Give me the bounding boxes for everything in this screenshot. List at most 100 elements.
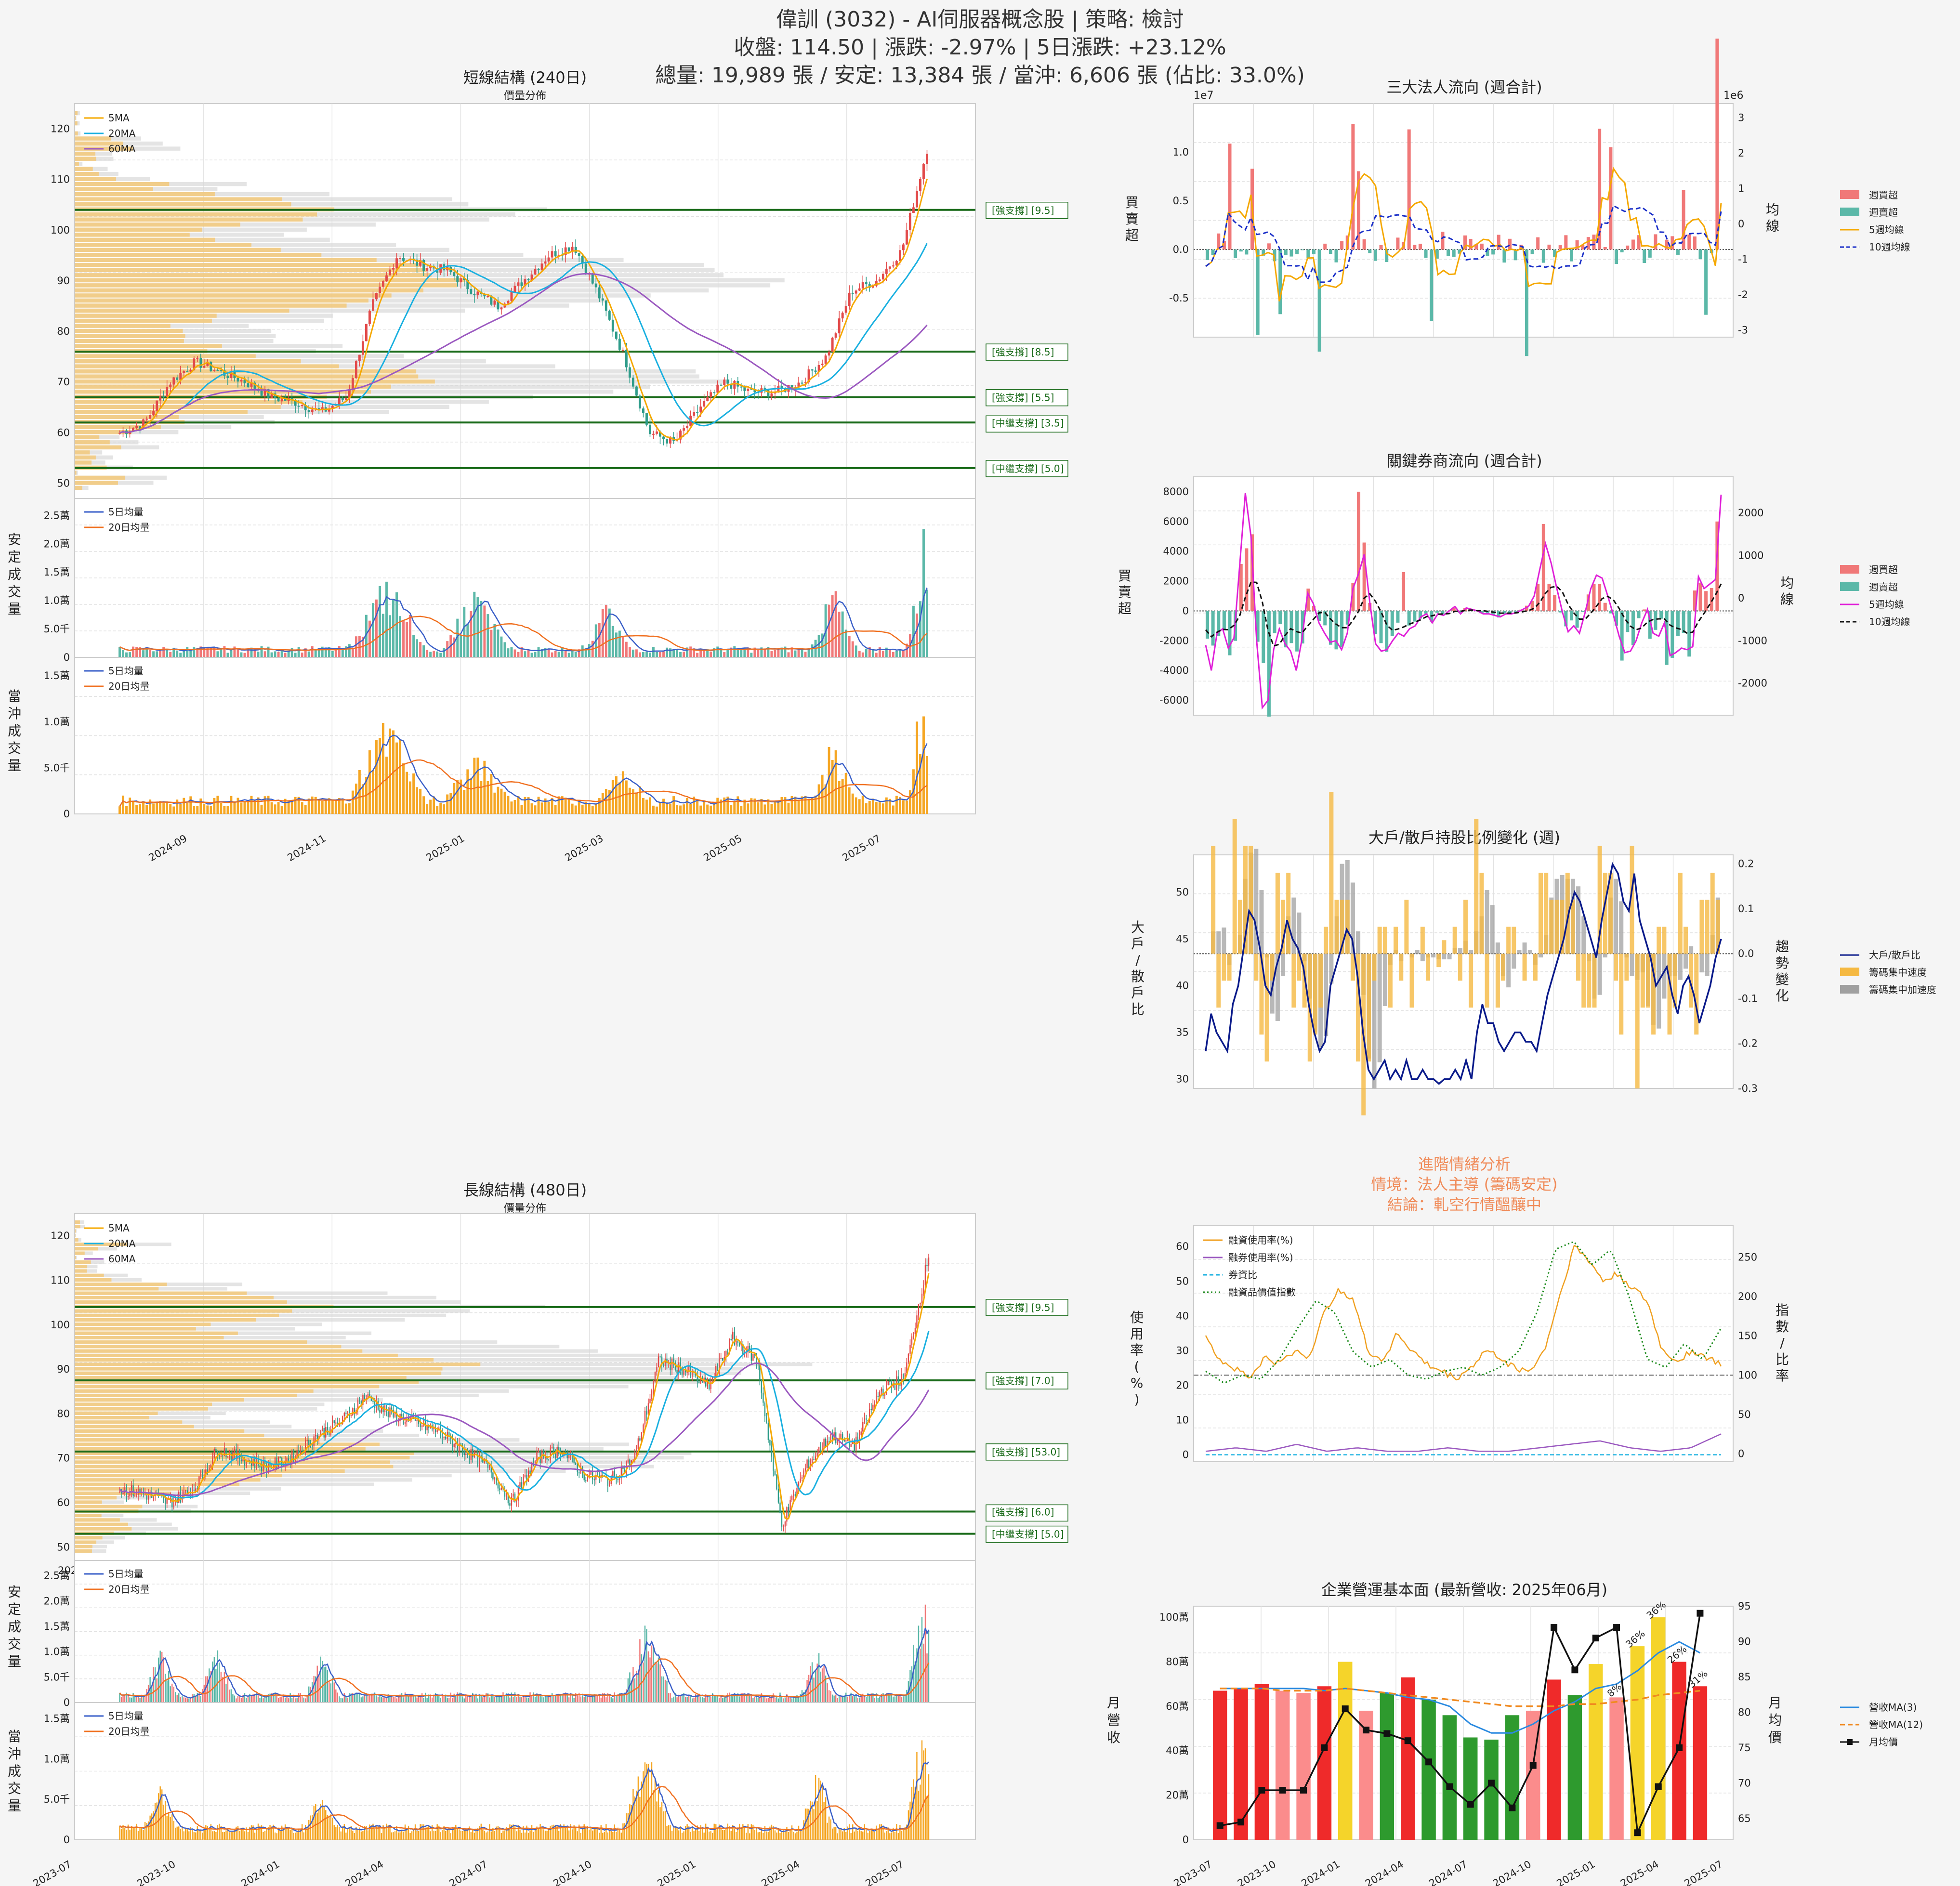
long-day-vol-bar xyxy=(620,1833,622,1840)
long-stable-vol-bar xyxy=(573,1698,575,1703)
short-candle xyxy=(311,409,314,412)
short-candle xyxy=(767,390,770,397)
holder-accel-bar xyxy=(1275,954,1280,1022)
long-stable-vol-bar xyxy=(276,1694,277,1703)
short-day-vol-bar xyxy=(841,779,844,814)
inst-bar xyxy=(1530,249,1534,254)
short-day-vol-bar xyxy=(280,806,283,814)
long-candle xyxy=(893,1383,894,1388)
short-candle xyxy=(355,361,357,379)
holder-accel-bar xyxy=(1447,954,1452,959)
long-candle xyxy=(879,1391,881,1397)
short-day-vol-bar xyxy=(118,806,121,814)
short-stable-vol-bar xyxy=(747,647,750,657)
inst-left-tick: 0.5 xyxy=(1173,195,1189,207)
long-legend-label: 60MA xyxy=(108,1253,136,1265)
long-day-vol-bar xyxy=(681,1833,683,1840)
short-stable-volume-label: 定 xyxy=(8,549,21,565)
long-stable-vol-bar xyxy=(764,1695,766,1703)
short-day-vol-bar xyxy=(476,757,479,814)
long-profile-bar-orange xyxy=(75,1243,128,1246)
long-support-label: [強支撐] [53.0] xyxy=(986,1443,1068,1461)
long-candle xyxy=(277,1456,279,1468)
short-support-box xyxy=(986,202,1068,219)
long-candle xyxy=(720,1358,722,1359)
broker-legend-swatch xyxy=(1840,582,1859,591)
holder-ratio-line xyxy=(1205,862,1722,1085)
long-stable-vol-bar xyxy=(170,1686,171,1703)
long-candle xyxy=(261,1466,263,1471)
long-day-vol-bar xyxy=(492,1828,494,1840)
short-support-text: [中繼支撐] [5.0] xyxy=(992,463,1064,474)
short-stable-vol-bar xyxy=(277,652,280,657)
short-day-vol-bar xyxy=(233,801,236,814)
short-candle xyxy=(338,398,341,405)
short-stable-vol-bar xyxy=(608,608,611,657)
short-stable-vol-bar xyxy=(615,632,618,657)
long-day-vol-bar xyxy=(240,1830,242,1840)
broker-bar xyxy=(1306,589,1310,611)
long-stable-vol-bar xyxy=(779,1692,781,1703)
inst-bar xyxy=(1581,245,1585,250)
long-day-vol-bar xyxy=(524,1832,526,1840)
broker-right-label: 均 xyxy=(1780,575,1794,591)
long-day-vol-bar xyxy=(739,1823,740,1840)
long-day-vol-bar xyxy=(200,1830,202,1840)
long-candle xyxy=(401,1414,403,1418)
short-stable-vol-bar xyxy=(490,629,493,657)
revenue-price-marker xyxy=(1488,1780,1495,1787)
long-day-vol-bar xyxy=(450,1833,451,1840)
long-day-vol-bar xyxy=(678,1830,680,1840)
long-stable-vol-bar xyxy=(791,1698,793,1703)
holder-accel-bar xyxy=(1431,954,1436,957)
short-candle xyxy=(250,382,253,387)
inst-bar xyxy=(1536,237,1540,250)
inst-bar xyxy=(1654,234,1657,250)
long-profile-bar-orange xyxy=(75,1331,238,1335)
long-candle xyxy=(794,1494,796,1496)
long-stable-vol-bar xyxy=(320,1656,321,1703)
holder-speed-bar xyxy=(1479,873,1484,954)
long-stable-vol-bar xyxy=(210,1671,212,1703)
short-candle xyxy=(770,393,773,397)
long-day-vol-bar xyxy=(616,1832,617,1840)
long-stable-vol-bar xyxy=(393,1697,394,1703)
long-stable-vol-bar xyxy=(337,1692,339,1703)
long-stable-vol-bar xyxy=(595,1694,597,1703)
short-ma5-line xyxy=(119,179,928,441)
long-stable-vol-bar xyxy=(261,1696,263,1703)
short-profile-bar-orange xyxy=(75,440,110,445)
long-stable-vol-bar xyxy=(161,1651,163,1703)
long-stable-vol-bar xyxy=(749,1695,750,1703)
long-stable-vol-bar xyxy=(254,1694,256,1703)
long-candle xyxy=(350,1415,352,1416)
revenue-bar xyxy=(1254,1684,1269,1840)
long-x-tick: 2025-01 xyxy=(656,1859,698,1886)
inst-legend-label: 10週均線 xyxy=(1869,241,1910,253)
revenue-price-marker xyxy=(1279,1787,1286,1794)
long-day-vol-bar xyxy=(497,1826,499,1840)
long-day-vol-bar xyxy=(146,1822,147,1840)
long-stable-vol-bar xyxy=(600,1697,602,1703)
short-stable-vol-bar xyxy=(858,651,861,657)
long-day-vol-bar xyxy=(614,1824,616,1840)
long-stable-vol-bar xyxy=(781,1696,783,1703)
long-stable-vol-bar xyxy=(845,1692,847,1703)
long-x-tick: 2025-04 xyxy=(760,1859,802,1886)
holder-speed-bar xyxy=(1565,873,1570,954)
long-price-tick: 90 xyxy=(57,1363,70,1375)
long-day-vol-bar xyxy=(756,1827,757,1840)
short-candle xyxy=(905,230,908,245)
long-stable-vol-bar xyxy=(467,1695,469,1703)
long-candle xyxy=(436,1430,438,1433)
long-day-vol-bar xyxy=(546,1831,548,1840)
long-candle xyxy=(759,1364,761,1380)
long-stable-vol-bar xyxy=(527,1698,529,1703)
long-candle xyxy=(296,1450,298,1458)
short-stable-vol-bar xyxy=(875,653,878,657)
short-day-vol-bar xyxy=(439,802,442,814)
long-day-vol-bar xyxy=(918,1791,920,1840)
long-support-label: [強支撐] [9.5] xyxy=(986,1299,1068,1316)
short-stable-vol-bar xyxy=(777,648,780,657)
short-candle xyxy=(696,412,699,413)
